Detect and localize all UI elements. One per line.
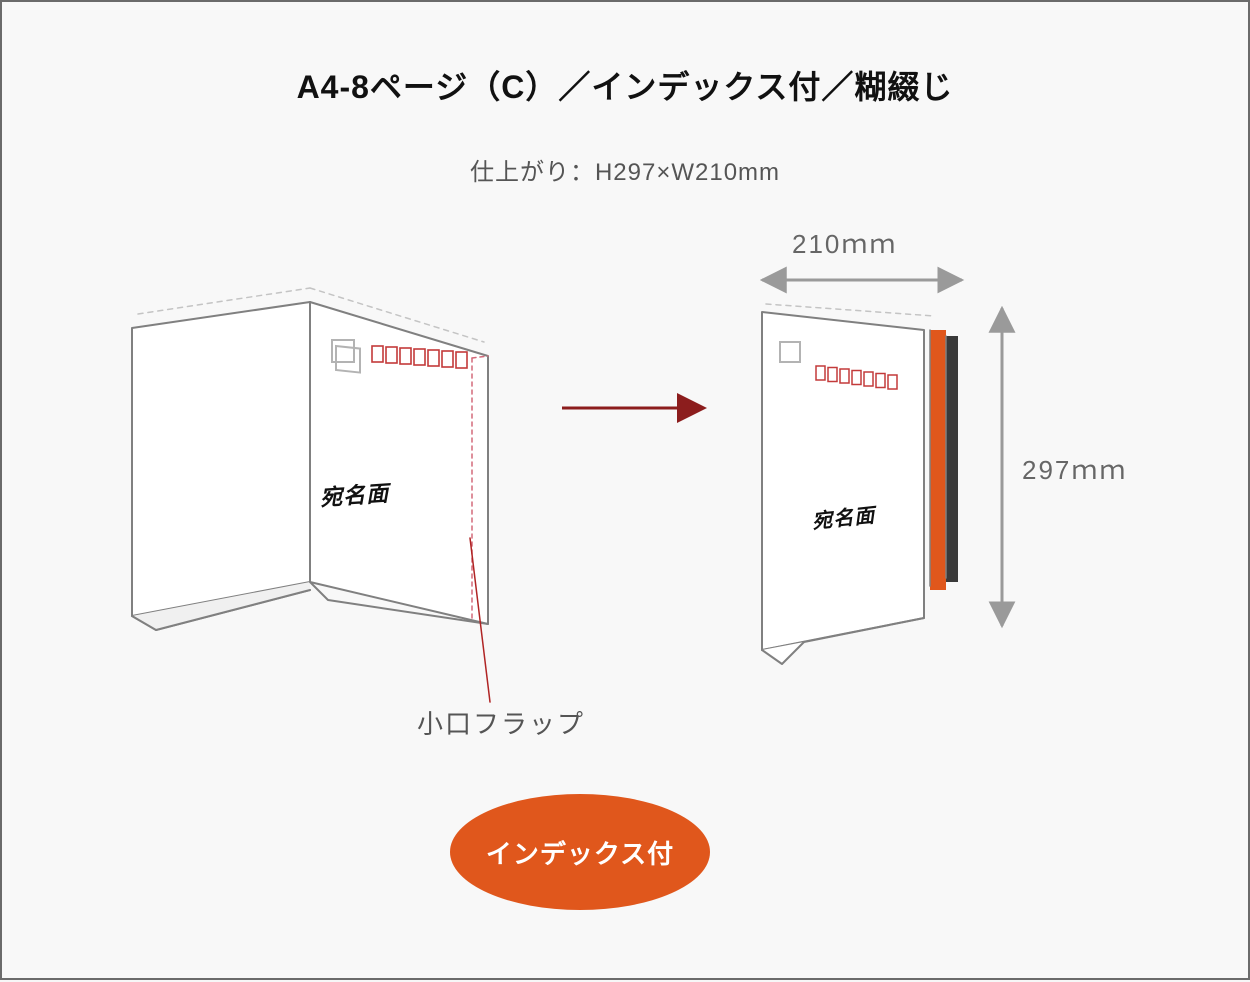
- flap-label: 小口フラップ: [417, 704, 585, 741]
- index-badge-label: インデックス付: [486, 834, 674, 871]
- diagram-frame: A4-8ページ（C）／インデックス付／糊綴じ 仕上がり：H297×W210mm …: [0, 0, 1250, 980]
- width-dim-label: 210ｍｍ: [792, 224, 897, 261]
- index-badge: インデックス付: [450, 794, 710, 910]
- height-dim-label: 297ｍｍ: [1022, 450, 1127, 487]
- address-face-label-open: 宛名面: [319, 476, 390, 513]
